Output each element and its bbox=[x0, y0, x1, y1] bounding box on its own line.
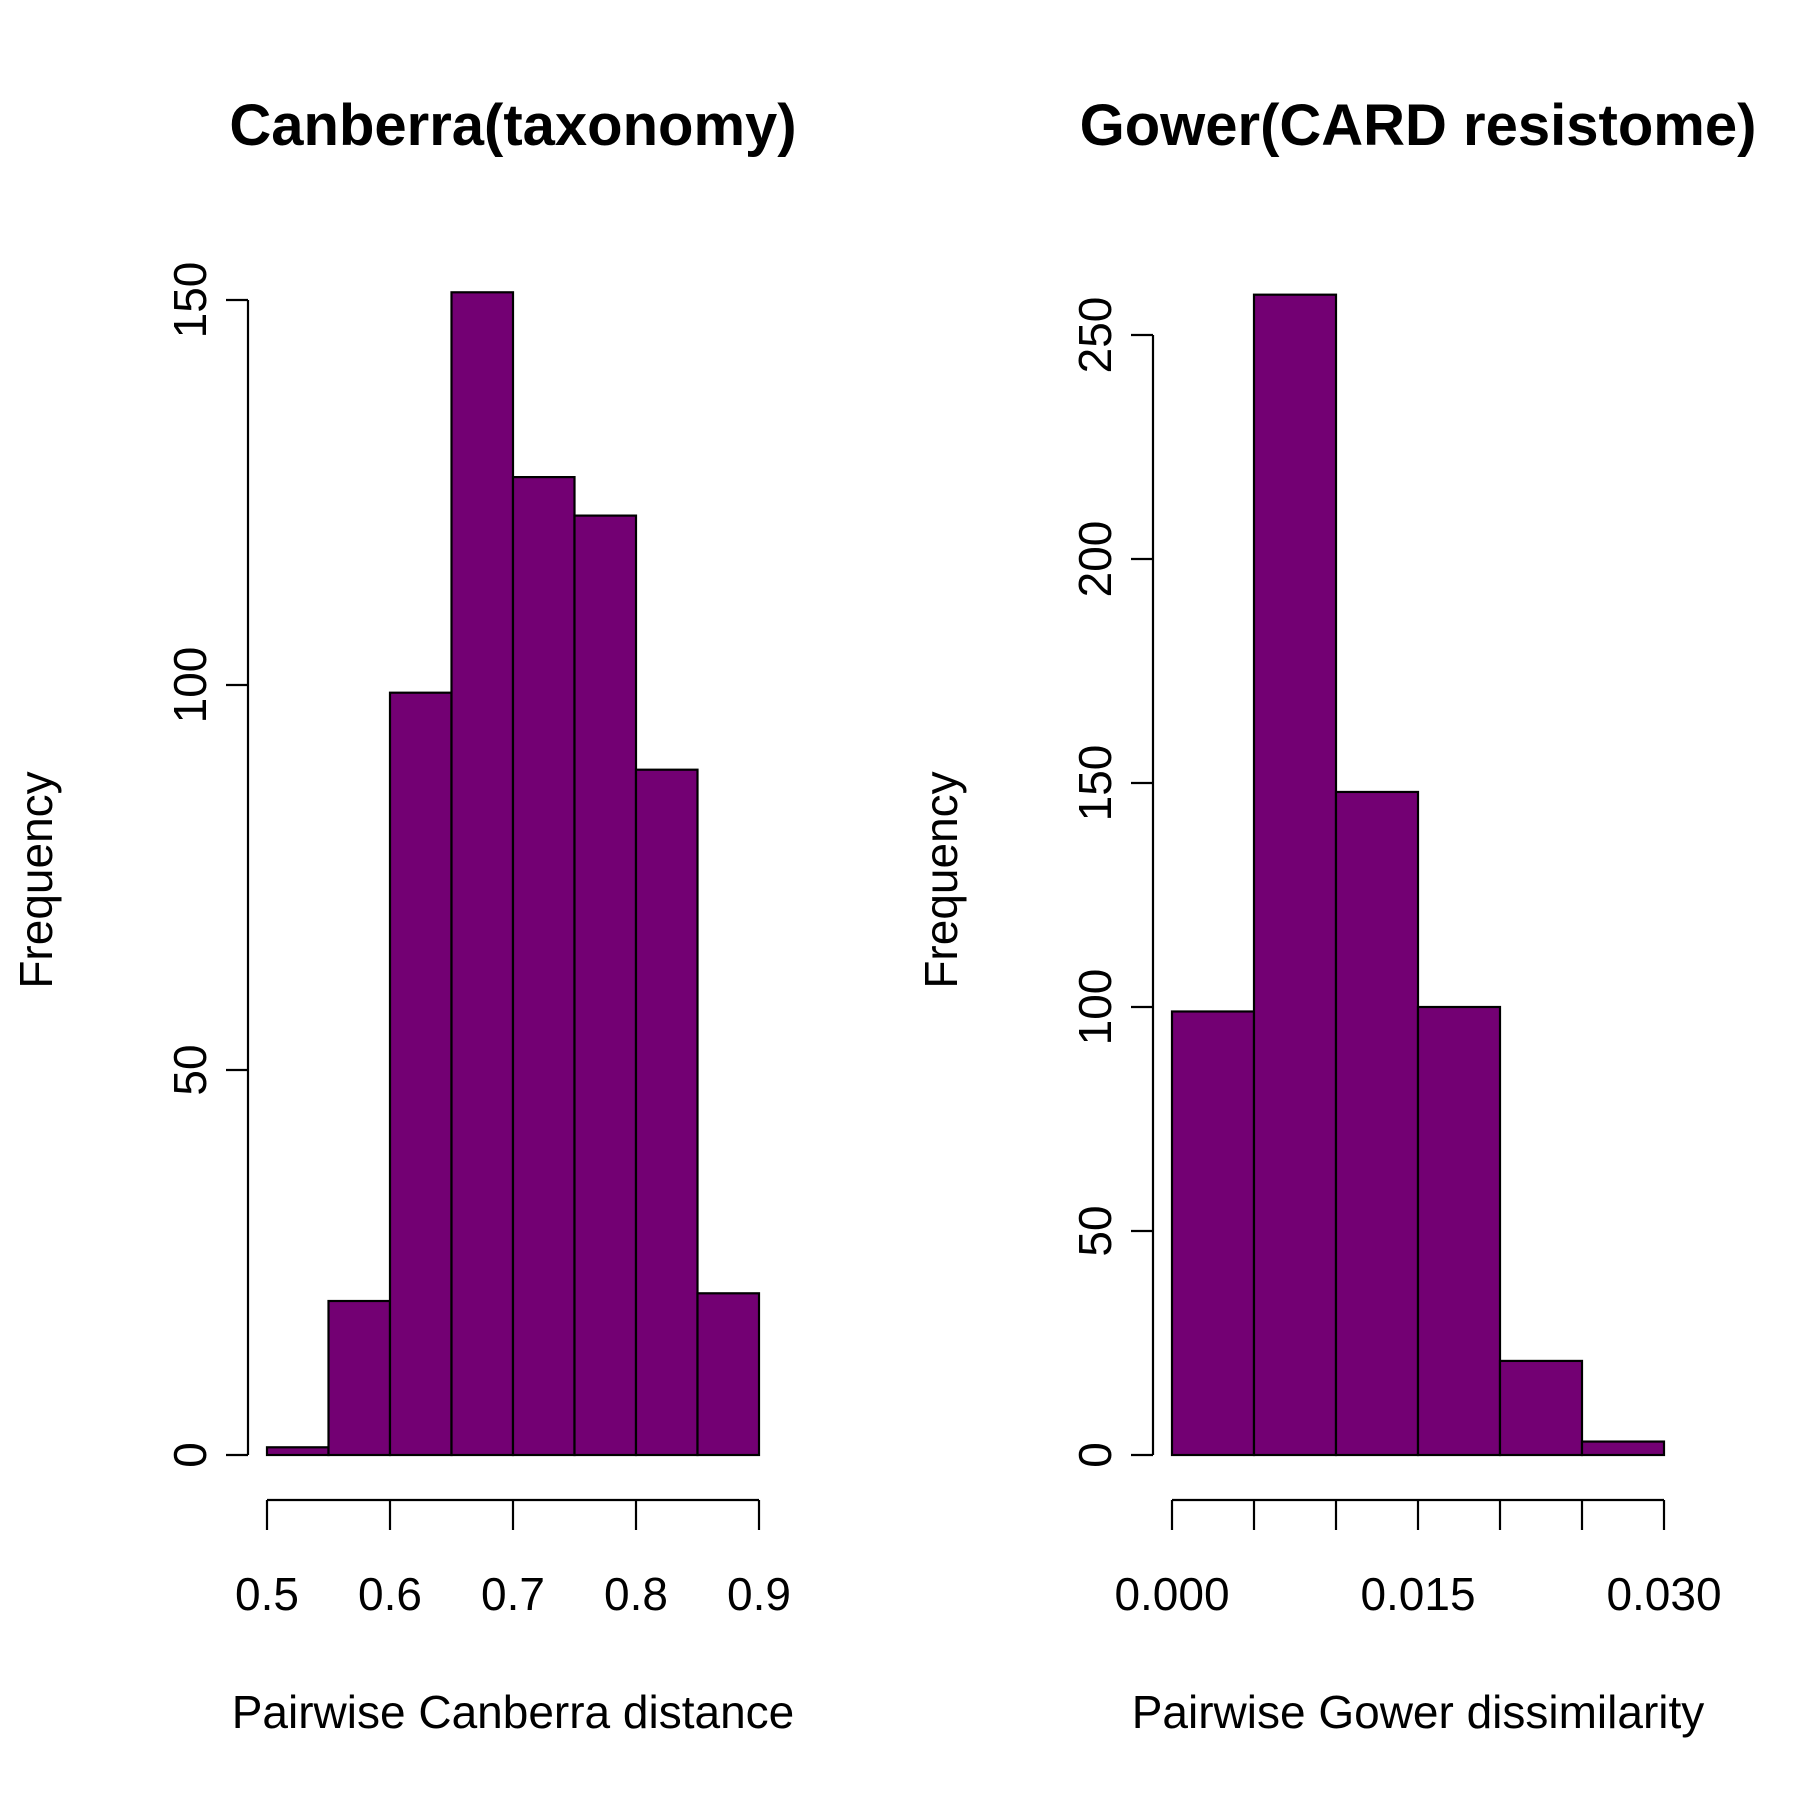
histogram-bar bbox=[1580, 1440, 1666, 1457]
histogram-bar bbox=[634, 768, 699, 1457]
y-tick-label: 0 bbox=[164, 1442, 216, 1468]
x-tick-label: 0.015 bbox=[1360, 1568, 1475, 1620]
y-tick-label: 150 bbox=[1069, 745, 1121, 822]
histogram-bar bbox=[265, 1446, 330, 1457]
histogram-bar bbox=[573, 514, 638, 1457]
histogram-bar bbox=[511, 476, 576, 1457]
y-tick-label: 200 bbox=[1069, 521, 1121, 598]
y-axis-label: Frequency bbox=[10, 771, 62, 988]
y-axis-label: Frequency bbox=[915, 771, 967, 988]
y-tick-label: 150 bbox=[164, 262, 216, 339]
x-tick-label: 0.9 bbox=[727, 1568, 791, 1620]
y-axis: 0 50 100 150 200 250 bbox=[1069, 297, 1155, 1468]
x-tick-label: 0.5 bbox=[235, 1568, 299, 1620]
x-axis: 0.5 0.6 0.7 0.8 0.9 bbox=[235, 1498, 791, 1620]
y-tick-label: 0 bbox=[1069, 1442, 1121, 1468]
chart-title: Canberra(taxonomy) bbox=[229, 93, 796, 158]
y-tick-label: 100 bbox=[164, 647, 216, 724]
x-axis-label: Pairwise Canberra distance bbox=[232, 1686, 795, 1738]
x-axis: 0.000 0.015 0.030 bbox=[1114, 1498, 1722, 1620]
y-tick-label: 50 bbox=[164, 1044, 216, 1095]
histogram-bars bbox=[265, 291, 761, 1457]
gower-histogram-panel: Gower(CARD resistome) Frequency Pairwise… bbox=[915, 93, 1756, 1738]
histogram-bar bbox=[388, 691, 453, 1457]
histogram-bar bbox=[1416, 1005, 1502, 1457]
y-tick-label: 50 bbox=[1069, 1205, 1121, 1256]
x-tick-label: 0.030 bbox=[1606, 1568, 1721, 1620]
histogram-bar bbox=[327, 1299, 392, 1457]
y-tick-label: 100 bbox=[1069, 969, 1121, 1046]
canberra-histogram-panel: Canberra(taxonomy) Frequency Pairwise Ca… bbox=[10, 93, 797, 1738]
histogram-bar bbox=[1170, 1010, 1256, 1457]
x-tick-label: 0.000 bbox=[1114, 1568, 1229, 1620]
y-tick-label: 250 bbox=[1069, 297, 1121, 374]
histogram-bar bbox=[1498, 1359, 1584, 1457]
x-tick-label: 0.6 bbox=[358, 1568, 422, 1620]
histogram-bar bbox=[1334, 790, 1420, 1457]
histogram-bars bbox=[1170, 293, 1666, 1457]
chart-title: Gower(CARD resistome) bbox=[1080, 93, 1757, 158]
x-tick-label: 0.8 bbox=[604, 1568, 668, 1620]
histogram-bar bbox=[1252, 293, 1338, 1457]
histogram-bar bbox=[450, 291, 515, 1457]
histogram-bar bbox=[696, 1292, 761, 1457]
x-tick-label: 0.7 bbox=[481, 1568, 545, 1620]
y-axis: 0 50 100 150 bbox=[164, 262, 250, 1468]
x-axis-label: Pairwise Gower dissimilarity bbox=[1132, 1686, 1705, 1738]
